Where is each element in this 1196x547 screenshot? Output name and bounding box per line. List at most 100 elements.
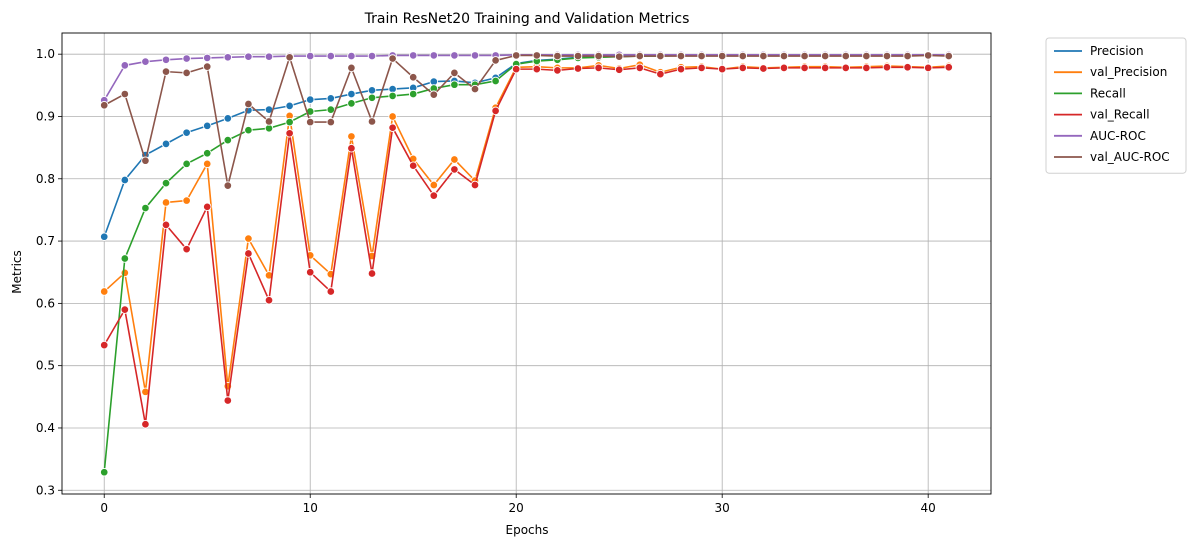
legend-label: val_Precision	[1090, 65, 1167, 79]
data-point-recall	[202, 148, 212, 158]
data-point-val-auc-roc	[223, 181, 233, 190]
data-point-val-recall	[244, 249, 253, 258]
data-point-val-precision	[182, 196, 191, 205]
data-point-val-recall	[573, 64, 583, 73]
data-point-precision	[182, 128, 191, 137]
data-point-val-auc-roc	[285, 53, 294, 62]
data-point-val-recall	[779, 63, 789, 73]
data-point-val-recall	[429, 191, 439, 200]
data-point-precision	[367, 86, 377, 95]
series-val-recall	[99, 63, 954, 429]
legend-item-val-precision: val_Precision	[1054, 65, 1167, 79]
data-point-val-recall	[532, 64, 542, 74]
axes: 0 10 20 30 40 0.3 0.4 0.5 0.6 0.7 0.8 0.9 1.0	[36, 47, 936, 515]
data-point-val-recall	[800, 63, 809, 73]
y-tick-label: 0.7	[36, 234, 55, 248]
data-point-val-auc-roc	[553, 51, 562, 61]
legend-label: AUC-ROC	[1090, 129, 1146, 143]
data-point-auc-roc	[161, 55, 171, 65]
legend-label: Precision	[1090, 44, 1144, 58]
data-point-val-auc-roc	[820, 51, 830, 61]
data-point-val-auc-roc	[841, 51, 851, 61]
data-point-recall	[99, 467, 109, 477]
data-point-auc-roc	[244, 52, 253, 61]
data-point-recall	[326, 105, 336, 114]
data-point-val-recall	[285, 129, 294, 138]
data-point-val-auc-roc	[182, 68, 191, 78]
data-point-val-recall	[161, 220, 171, 230]
data-point-val-recall	[841, 63, 851, 73]
data-point-val-auc-roc	[429, 90, 439, 99]
y-tick-label: 0.8	[36, 172, 55, 186]
data-point-recall	[182, 159, 191, 169]
data-point-val-precision	[347, 132, 356, 141]
data-point-val-recall	[141, 419, 150, 429]
series-val-auc-roc	[99, 51, 954, 190]
data-point-val-precision	[388, 112, 397, 121]
data-point-val-recall	[223, 396, 233, 405]
data-point-val-auc-roc	[882, 51, 892, 61]
data-point-auc-roc	[367, 51, 377, 61]
data-point-auc-roc	[120, 61, 130, 70]
y-tick-label: 0.3	[36, 483, 55, 497]
legend-item-auc-roc: AUC-ROC	[1054, 129, 1146, 143]
data-point-val-auc-roc	[305, 117, 315, 127]
data-point-val-auc-roc	[738, 51, 748, 61]
data-point-val-auc-roc	[326, 117, 336, 127]
data-point-val-auc-roc	[141, 156, 150, 165]
legend-label: val_Recall	[1090, 108, 1150, 122]
data-point-recall	[120, 254, 130, 263]
data-point-val-auc-roc	[594, 51, 603, 61]
data-point-recall	[388, 91, 397, 101]
data-point-recall	[141, 203, 150, 213]
data-point-val-auc-roc	[244, 99, 253, 109]
x-tick-label: 0	[100, 501, 108, 515]
data-point-auc-roc	[223, 53, 233, 62]
data-point-val-recall	[99, 340, 109, 350]
data-point-val-auc-roc	[862, 51, 871, 61]
data-point-val-auc-roc	[676, 51, 686, 61]
data-point-auc-roc	[305, 51, 315, 61]
data-point-val-auc-roc	[264, 117, 274, 126]
data-point-val-auc-roc	[903, 51, 912, 61]
data-point-val-recall	[738, 63, 748, 73]
data-point-precision	[347, 89, 356, 99]
data-point-val-recall	[614, 65, 624, 75]
legend-item-precision: Precision	[1054, 44, 1144, 58]
data-point-auc-roc	[408, 51, 418, 60]
data-point-val-auc-roc	[120, 89, 130, 99]
data-point-val-auc-roc	[697, 51, 706, 61]
data-point-val-recall	[305, 267, 315, 277]
data-point-val-recall	[408, 161, 418, 170]
data-point-val-recall	[759, 64, 768, 73]
data-point-val-auc-roc	[367, 117, 377, 126]
data-point-val-auc-roc	[614, 52, 624, 61]
legend-label: val_AUC-ROC	[1090, 150, 1170, 164]
data-point-val-recall	[182, 244, 191, 254]
data-point-auc-roc	[470, 51, 480, 60]
series-lines	[99, 50, 954, 477]
data-point-auc-roc	[264, 52, 274, 61]
data-point-recall	[491, 76, 500, 86]
data-point-val-precision	[202, 159, 212, 169]
data-point-val-recall	[656, 69, 665, 79]
x-axis-label: Epochs	[506, 523, 549, 537]
data-point-auc-roc	[347, 51, 356, 61]
data-point-val-recall	[202, 202, 212, 212]
data-point-val-recall	[594, 63, 603, 73]
data-point-val-auc-roc	[759, 51, 768, 61]
legend-item-val-recall: val_Recall	[1054, 108, 1150, 122]
data-point-val-auc-roc	[635, 51, 645, 61]
data-point-val-auc-roc	[532, 51, 542, 60]
data-point-val-auc-roc	[511, 51, 521, 60]
data-point-val-recall	[264, 296, 274, 305]
data-point-val-recall	[120, 305, 130, 314]
data-point-val-recall	[903, 63, 912, 72]
x-tick-label: 30	[715, 501, 730, 515]
data-point-val-auc-roc	[944, 51, 954, 61]
data-point-val-recall	[635, 63, 645, 73]
data-point-auc-roc	[429, 51, 439, 60]
data-point-val-recall	[347, 143, 356, 153]
